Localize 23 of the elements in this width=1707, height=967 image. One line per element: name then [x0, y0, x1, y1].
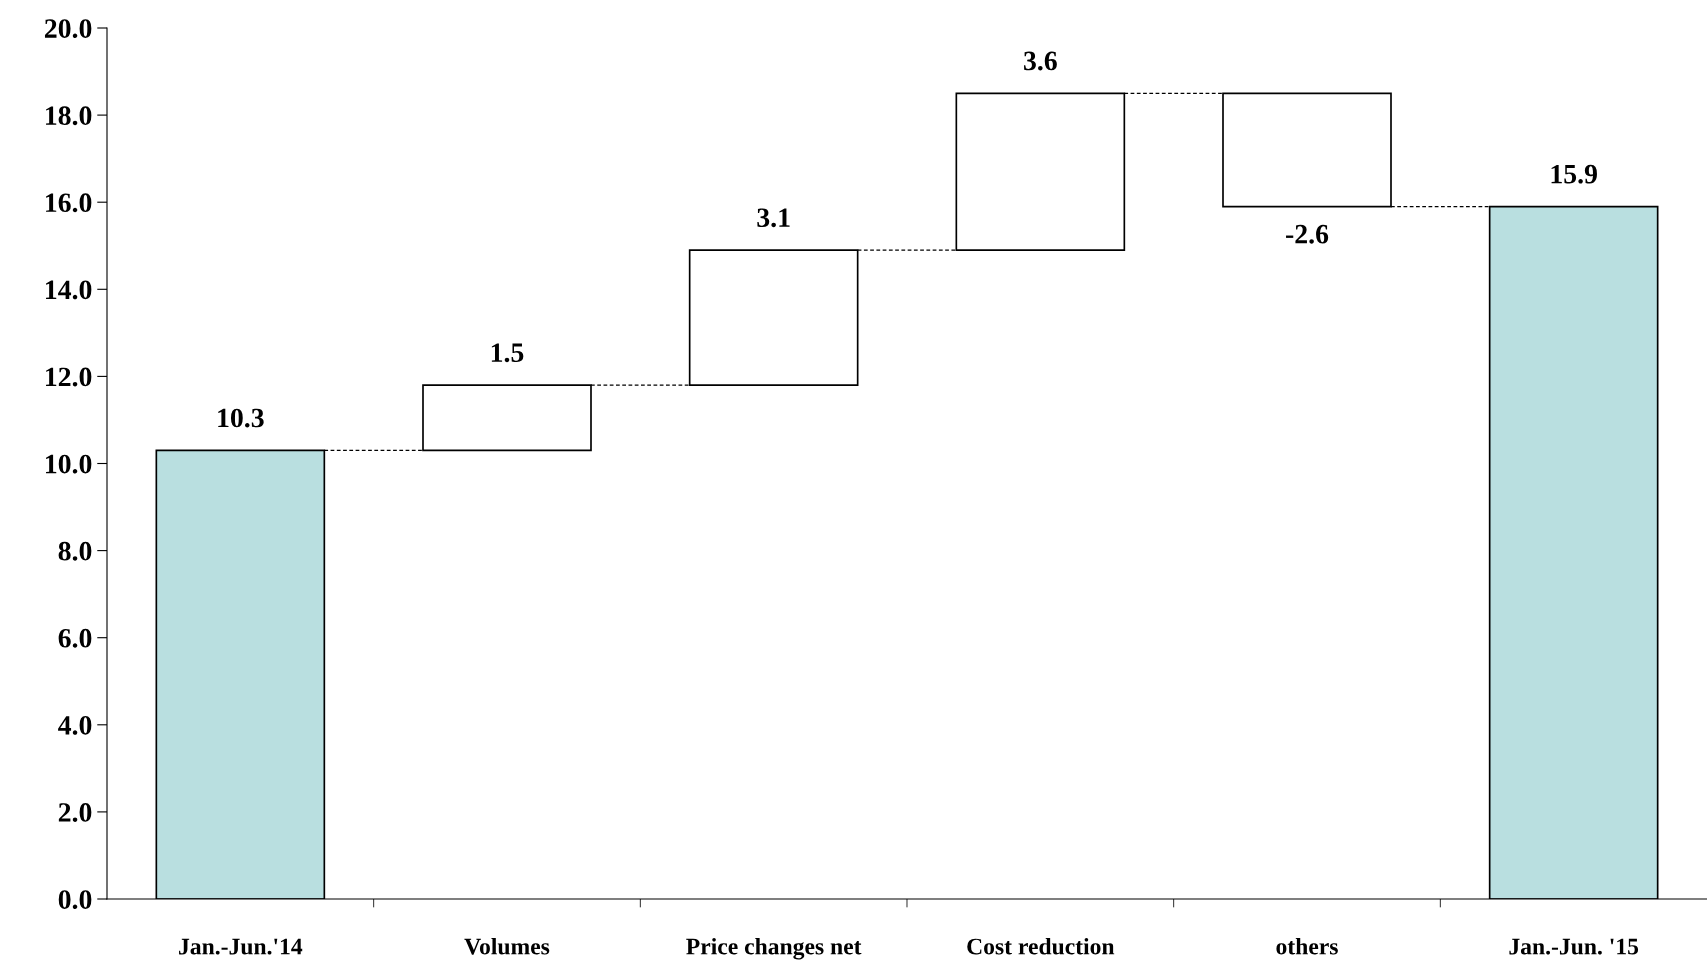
y-tick-label: 8.0 — [58, 541, 92, 561]
y-tick-label: 14.0 — [46, 280, 92, 300]
y-tick-label: 12.0 — [46, 367, 92, 387]
data-label: 3.1 — [757, 208, 790, 228]
data-label: -2.6 — [1286, 224, 1329, 244]
data-label: 3.6 — [1024, 51, 1057, 71]
data-label: 10.3 — [218, 408, 264, 428]
data-label: 15.9 — [1551, 164, 1597, 184]
y-tick-label: 2.0 — [58, 803, 92, 822]
y-tick-label: 4.0 — [58, 715, 92, 735]
x-tick-label: Cost reduction — [967, 937, 1115, 955]
data-label: 1.5 — [491, 343, 524, 363]
x-tick-label: Jan.-Jun.'14 — [179, 938, 303, 955]
x-tick-label: others — [1276, 937, 1338, 955]
x-tick-label: Jan.-Jun. '15 — [1509, 938, 1639, 955]
y-tick-label: 0.0 — [58, 890, 92, 910]
y-tick-label: 16.0 — [46, 193, 92, 213]
y-tick-label: 18.0 — [46, 106, 92, 126]
x-tick-label: Price changes net — [686, 937, 862, 960]
y-tick-label: 6.0 — [58, 628, 92, 648]
y-tick-label: 10.0 — [46, 454, 92, 474]
y-tick-label: 20.0 — [44, 19, 92, 39]
x-tick-label: Volumes — [464, 937, 550, 955]
